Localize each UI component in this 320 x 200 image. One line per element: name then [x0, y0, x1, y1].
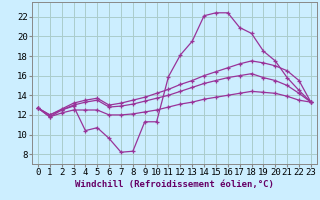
X-axis label: Windchill (Refroidissement éolien,°C): Windchill (Refroidissement éolien,°C) — [75, 180, 274, 189]
